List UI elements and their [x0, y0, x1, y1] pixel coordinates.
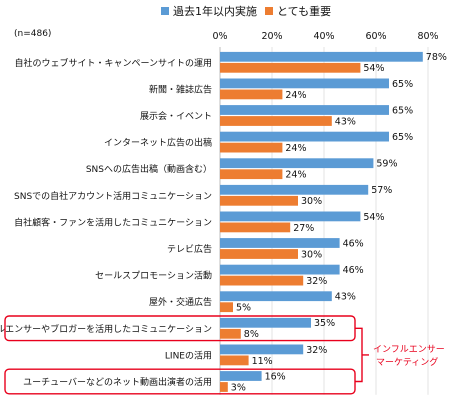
bar-implemented [220, 78, 389, 89]
data-label: 30% [301, 249, 322, 260]
bar-important [220, 169, 283, 180]
data-label: 32% [306, 345, 327, 356]
category-label: LINEの活用 [165, 349, 212, 361]
category-label: 屋外・交通広告 [149, 296, 212, 308]
bar-important [220, 249, 298, 259]
x-tick-label: 40% [313, 31, 334, 42]
category-label: 自社のウェブサイト・キャンペーンサイトの運用 [14, 57, 212, 69]
data-label: 65% [392, 105, 413, 116]
bar-important [220, 62, 361, 73]
category-label: テレビ広告 [167, 243, 212, 255]
data-label: 54% [363, 63, 384, 74]
bar-implemented [220, 51, 423, 62]
data-label: 8% [244, 329, 259, 340]
data-label: 65% [392, 132, 413, 143]
bar-important [220, 142, 283, 153]
sample-note: (n=486) [14, 29, 51, 39]
data-label: 35% [314, 318, 335, 329]
category-label: インターネット広告の出稿 [104, 137, 212, 149]
data-label: 11% [252, 356, 273, 367]
data-label: 43% [335, 116, 356, 127]
x-axis-ticks: 0% 20% 40% 60% 80% [212, 31, 438, 42]
bracket [355, 327, 369, 383]
category-label: セールスプロモーション活動 [95, 270, 212, 282]
annotation-text: マーケティング [376, 356, 438, 368]
bar-important [220, 355, 249, 366]
data-label: 32% [306, 276, 327, 287]
bar-important [220, 302, 233, 313]
data-label: 46% [343, 265, 364, 276]
category-label: 展示会・イベント [140, 110, 212, 122]
bar-implemented [220, 238, 340, 248]
x-tick-label: 80% [417, 31, 438, 42]
data-label: 27% [293, 223, 314, 234]
bars: 78% 54% 65% 24% 65% 43% 65% 24% 59% 24% 57% 30% 54% 2… [220, 51, 447, 393]
bar-important [220, 89, 283, 100]
legend-swatch-1 [161, 7, 169, 15]
data-label: 54% [363, 212, 384, 223]
bar-important [220, 116, 332, 126]
bar-implemented [220, 264, 340, 275]
bar-implemented [220, 131, 389, 142]
bar-important [220, 382, 228, 392]
legend-label-2: とても重要 [277, 4, 331, 18]
data-label: 57% [371, 185, 392, 196]
data-label: 46% [343, 238, 364, 249]
legend-label-1: 過去1年以内実施 [173, 4, 257, 18]
data-label: 5% [236, 303, 251, 314]
category-label: ユーチューバーなどのネット動画出演者の活用 [23, 376, 212, 388]
bar-implemented [220, 105, 389, 115]
category-label: SNSへの広告出稿（動画含む） [86, 163, 212, 175]
x-tick-label: 60% [365, 31, 386, 42]
annotation-text: インフルエンサー [373, 344, 445, 355]
category-label: 自社顧客・ファンを活用したコミュニケーション [14, 216, 212, 228]
x-tick-label: 20% [261, 31, 282, 42]
data-label: 3% [231, 382, 246, 393]
bar-implemented [220, 291, 332, 302]
data-label: 78% [426, 52, 447, 63]
data-label: 59% [376, 159, 397, 170]
bar-implemented [220, 371, 262, 381]
legend-swatch-2 [265, 7, 273, 15]
data-label: 65% [392, 79, 413, 90]
bar-important [220, 195, 298, 206]
category-label: インフルエンサーやブロガーを活用したコミュニケーション [0, 323, 212, 335]
data-label: 24% [285, 143, 306, 154]
x-tick-label: 0% [212, 31, 227, 42]
bar-implemented [220, 211, 361, 222]
category-label: 新聞・雑誌広告 [149, 83, 212, 95]
data-label: 30% [301, 196, 322, 207]
data-label: 43% [335, 292, 356, 303]
category-label: SNSでの自社アカウント活用コミュニケーション [14, 190, 212, 202]
data-label: 24% [285, 90, 306, 101]
bar-implemented [220, 184, 369, 195]
bar-important [220, 275, 304, 286]
bar-important [220, 328, 241, 339]
bar-important [220, 222, 291, 233]
bar-implemented [220, 317, 311, 328]
bar-implemented [220, 158, 374, 169]
bar-implemented [220, 344, 304, 355]
legend: 過去1年以内実施 とても重要 [161, 4, 331, 18]
category-labels: 自社のウェブサイト・キャンペーンサイトの運用新聞・雑誌広告展示会・イベントインタ… [0, 57, 212, 388]
data-label: 16% [265, 371, 286, 382]
data-label: 24% [285, 170, 306, 181]
